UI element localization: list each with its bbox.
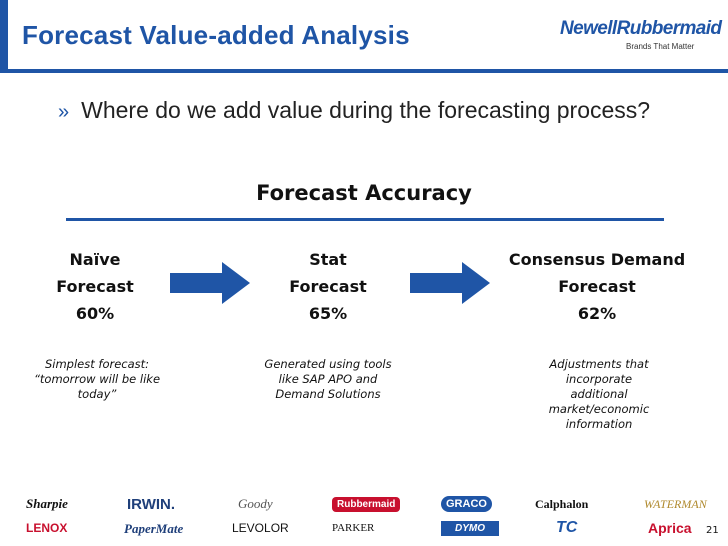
description-line: Adjustments that: [549, 357, 649, 371]
page-title: Forecast Value-added Analysis: [22, 20, 410, 50]
description-line: Demand Solutions: [275, 387, 381, 401]
brand-logo-calphalon: Calphalon: [535, 497, 589, 511]
description-line: like SAP APO and: [278, 372, 378, 386]
stage-naive-description: Simplest forecast: “tomorrow will be lik…: [22, 357, 172, 402]
brand-logo-irwin: IRWIN.: [127, 496, 176, 513]
stage-naive-line2: Forecast: [56, 277, 134, 296]
brand-logo-papermate: PaperMate: [124, 521, 184, 536]
stage-stat-description: Generated using tools like SAP APO and D…: [250, 357, 406, 402]
stage-consensus-value: 62%: [577, 304, 617, 323]
section-title: Forecast Accuracy: [256, 181, 472, 205]
company-logo-name: NewellRubbermaid: [560, 18, 722, 39]
brand-logo-aprica: Aprica: [648, 520, 692, 536]
description-line: Simplest forecast:: [44, 357, 150, 371]
description-line: today”: [77, 387, 117, 401]
header-accent-bar: [0, 0, 8, 70]
stage-naive-value: 60%: [75, 304, 115, 323]
header-divider: [0, 69, 728, 73]
right-arrow-icon: [410, 262, 490, 304]
bullet-chevron-icon: »: [58, 101, 70, 123]
bullet-text: Where do we add value during the forecas…: [81, 97, 651, 123]
stage-consensus-line1: Consensus Demand: [508, 250, 686, 269]
company-logo-tagline: Brands That Matter: [626, 42, 695, 51]
stage-stat-line1: Stat: [309, 250, 347, 269]
stage-stat-value: 65%: [308, 304, 348, 323]
stage-consensus: Consensus Demand Forecast 62%: [492, 246, 702, 327]
description-line: additional: [570, 387, 628, 401]
description-line: information: [565, 417, 633, 431]
stage-consensus-line2: Forecast: [558, 277, 636, 296]
brand-logo-lenox: LENOX: [26, 521, 68, 535]
brand-logo-goody: Goody: [238, 496, 273, 511]
brand-logo-parker: PARKER: [332, 522, 375, 534]
brand-logo-rubbermaid: Rubbermaid: [332, 497, 401, 512]
brand-logo-dymo: DYMO: [441, 521, 499, 536]
brand-logo-waterman: WATERMAN: [644, 497, 707, 511]
right-arrow-icon: [170, 262, 250, 304]
stage-naive: Naïve Forecast 60%: [20, 246, 170, 327]
brand-logo-levolor: LEVOLOR: [232, 521, 289, 535]
brand-logo-tc: TC: [556, 519, 578, 536]
stage-consensus-description: Adjustments that incorporate additional …: [536, 357, 662, 432]
brand-logo-sharpie: Sharpie: [26, 496, 68, 511]
bullet-point: » Where do we add value during the foreca…: [58, 97, 650, 124]
description-line: “tomorrow will be like: [33, 372, 161, 386]
stage-naive-line1: Naïve: [69, 250, 121, 269]
description-line: Generated using tools: [264, 357, 392, 371]
company-logo: NewellRubbermaid Brands That Matter: [560, 16, 722, 56]
description-line: market/economic: [548, 402, 650, 416]
stage-stat-line2: Forecast: [289, 277, 367, 296]
brand-logo-graco: GRACO: [441, 496, 492, 512]
page-number: 21: [706, 525, 719, 536]
section-divider: [66, 218, 664, 221]
description-line: incorporate: [565, 372, 633, 386]
stage-stat: Stat Forecast 65%: [253, 246, 403, 327]
